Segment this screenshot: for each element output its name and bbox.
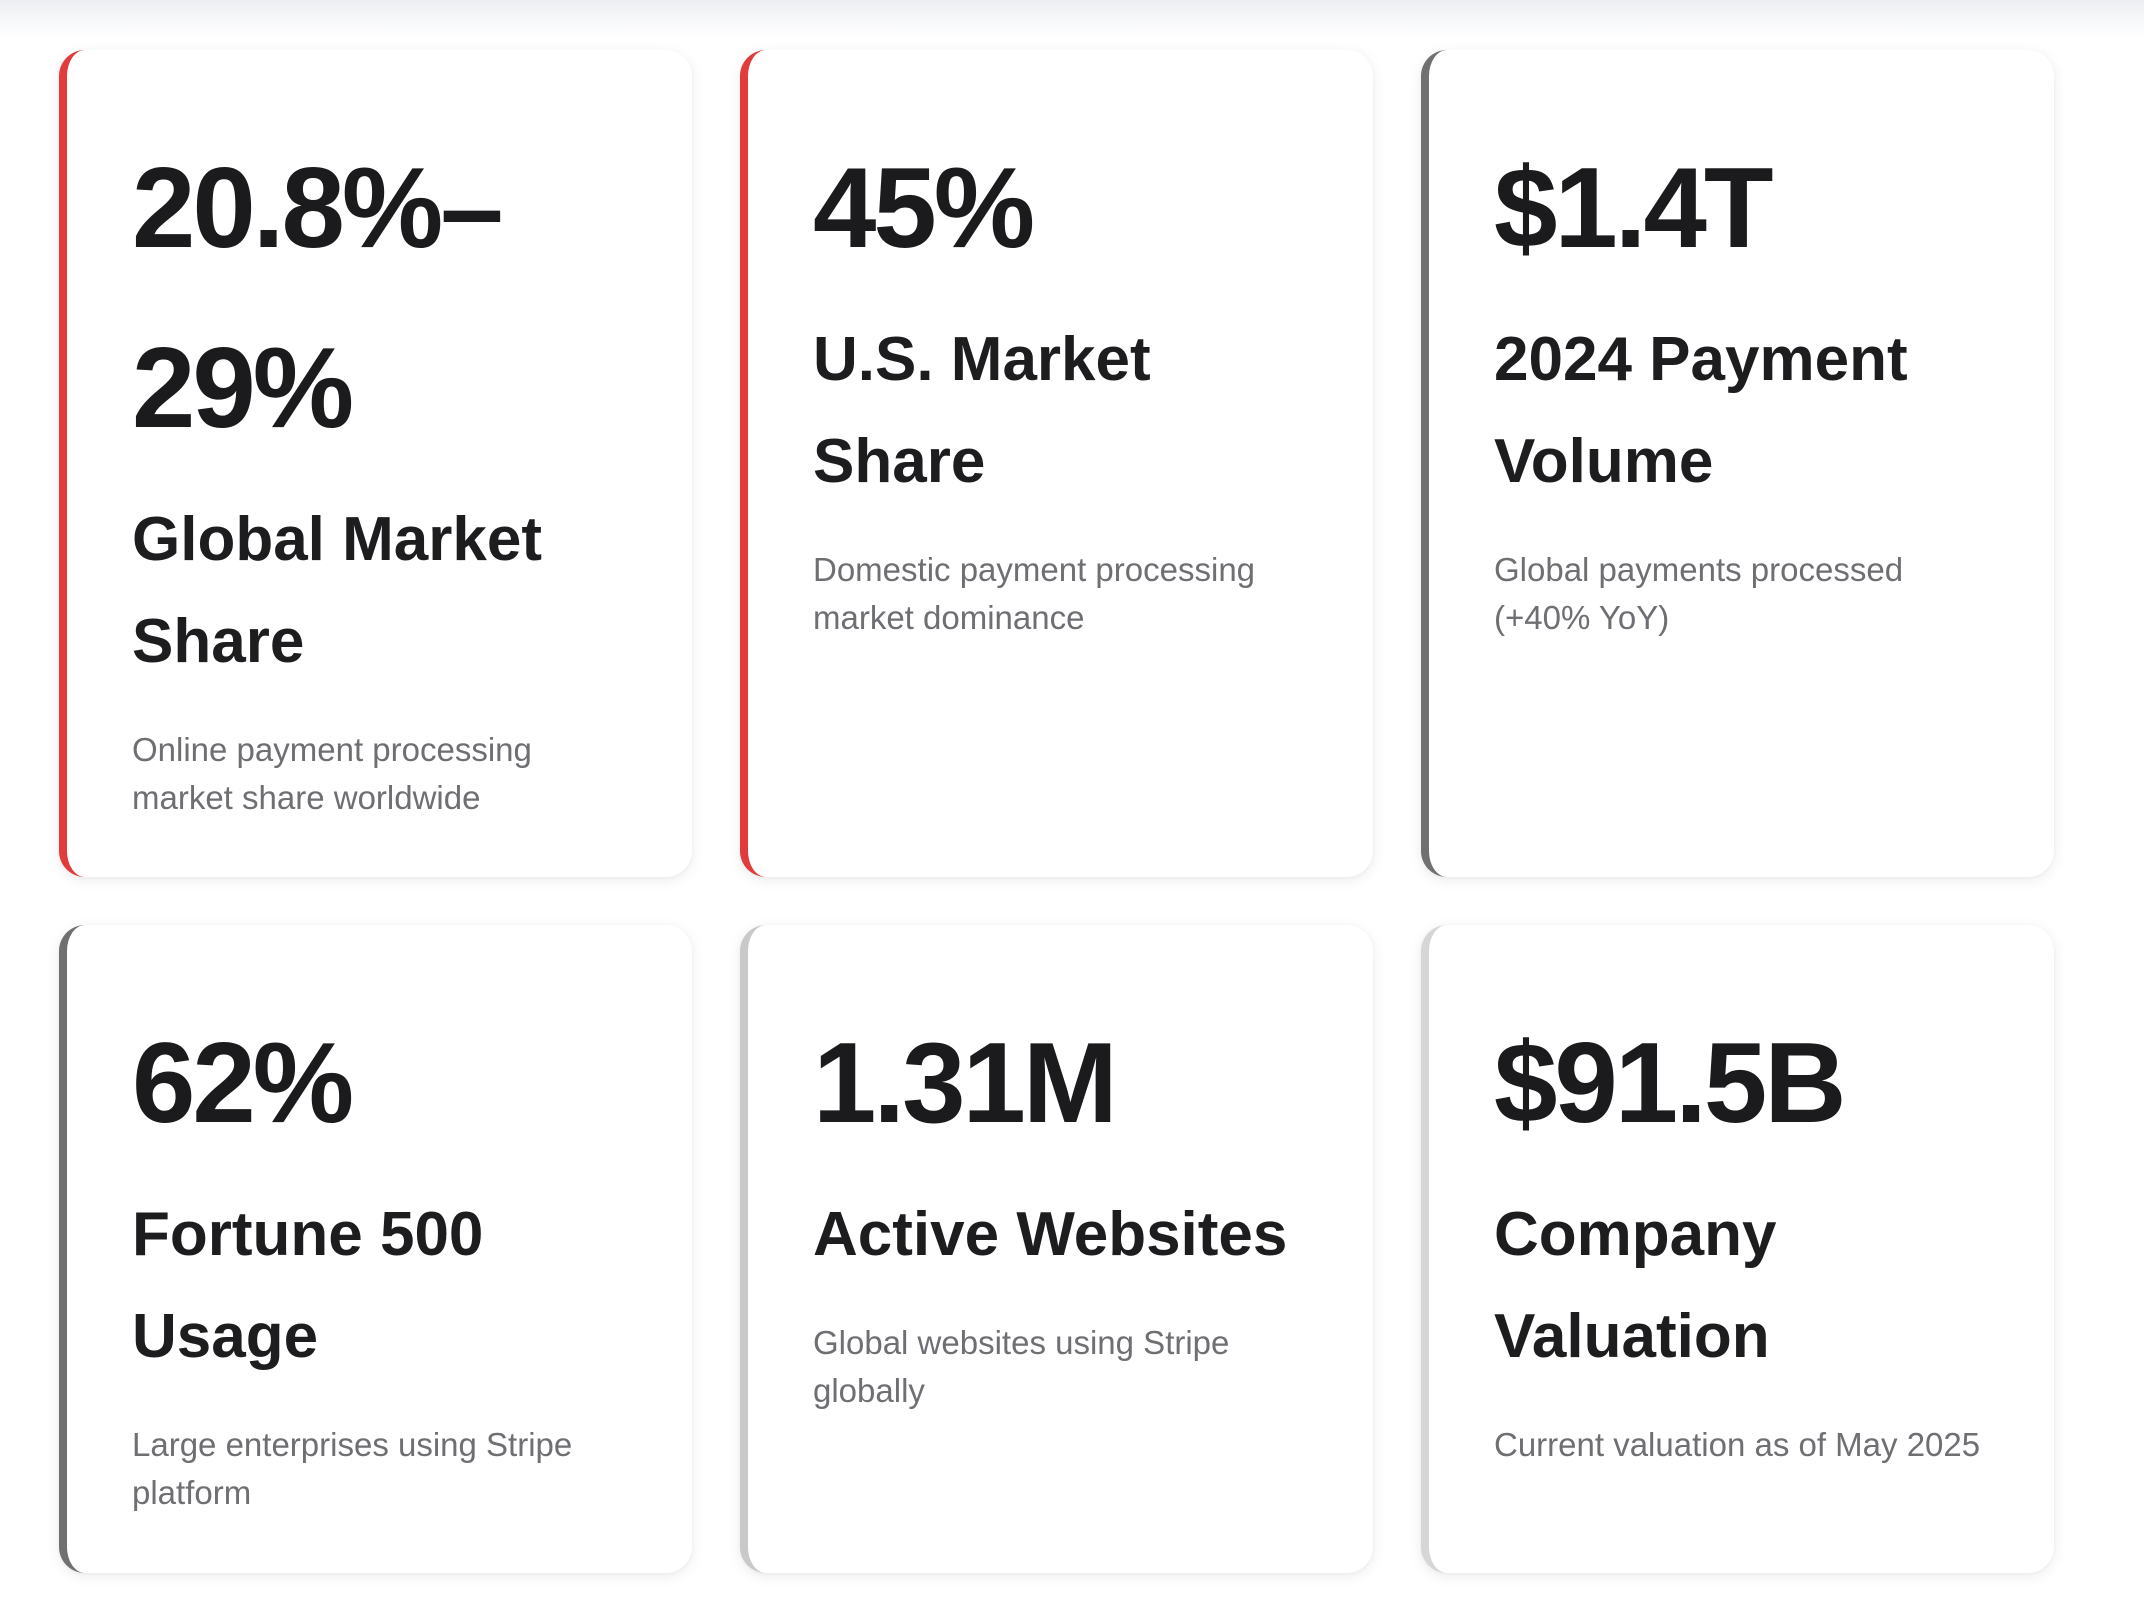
stat-card-active-websites: 1.31M Active Websites Global websites us… [740, 925, 1373, 1573]
stat-value: 62% [132, 1020, 354, 1147]
stat-description: Large enterprises using Stripe platform [132, 1426, 573, 1511]
stat-card-global-market-share: 20.8%–29% Global Market Share Online pay… [59, 50, 692, 877]
stat-title: 2024 Payment Volume [1494, 325, 1908, 496]
stat-description: Current valuation as of May 2025 [1494, 1426, 1981, 1463]
stat-title: U.S. Market Share [813, 325, 1151, 496]
stat-value: 45% [813, 145, 1035, 272]
top-scroll-shadow [0, 0, 2144, 40]
stat-description: Global payments processed (+40% YoY) [1494, 551, 1904, 636]
stat-value: $1.4T [1494, 145, 1774, 272]
stat-card-company-valuation: $91.5B Company Valuation Current valuati… [1421, 925, 2054, 1573]
stat-title: Company Valuation [1494, 1200, 1777, 1371]
stat-title: Global Market Share [132, 505, 542, 676]
stat-card-us-market-share: 45% U.S. Market Share Domestic payment p… [740, 50, 1373, 877]
stat-card-fortune-500-usage: 62% Fortune 500 Usage Large enterprises … [59, 925, 692, 1573]
stat-card-payment-volume: $1.4T 2024 Payment Volume Global payment… [1421, 50, 2054, 877]
stat-description: Global websites using Stripe globally [813, 1324, 1230, 1409]
stat-title: Fortune 500 Usage [132, 1200, 484, 1371]
stats-grid: 20.8%–29% Global Market Share Online pay… [59, 50, 2054, 1573]
stat-value: $91.5B [1494, 1020, 1847, 1147]
stat-title: Active Websites [813, 1200, 1288, 1269]
stat-value: 20.8%–29% [132, 145, 504, 452]
stat-description: Online payment processing market share w… [132, 731, 532, 816]
stat-description: Domestic payment processing market domin… [813, 551, 1256, 636]
stat-value: 1.31M [813, 1020, 1118, 1147]
